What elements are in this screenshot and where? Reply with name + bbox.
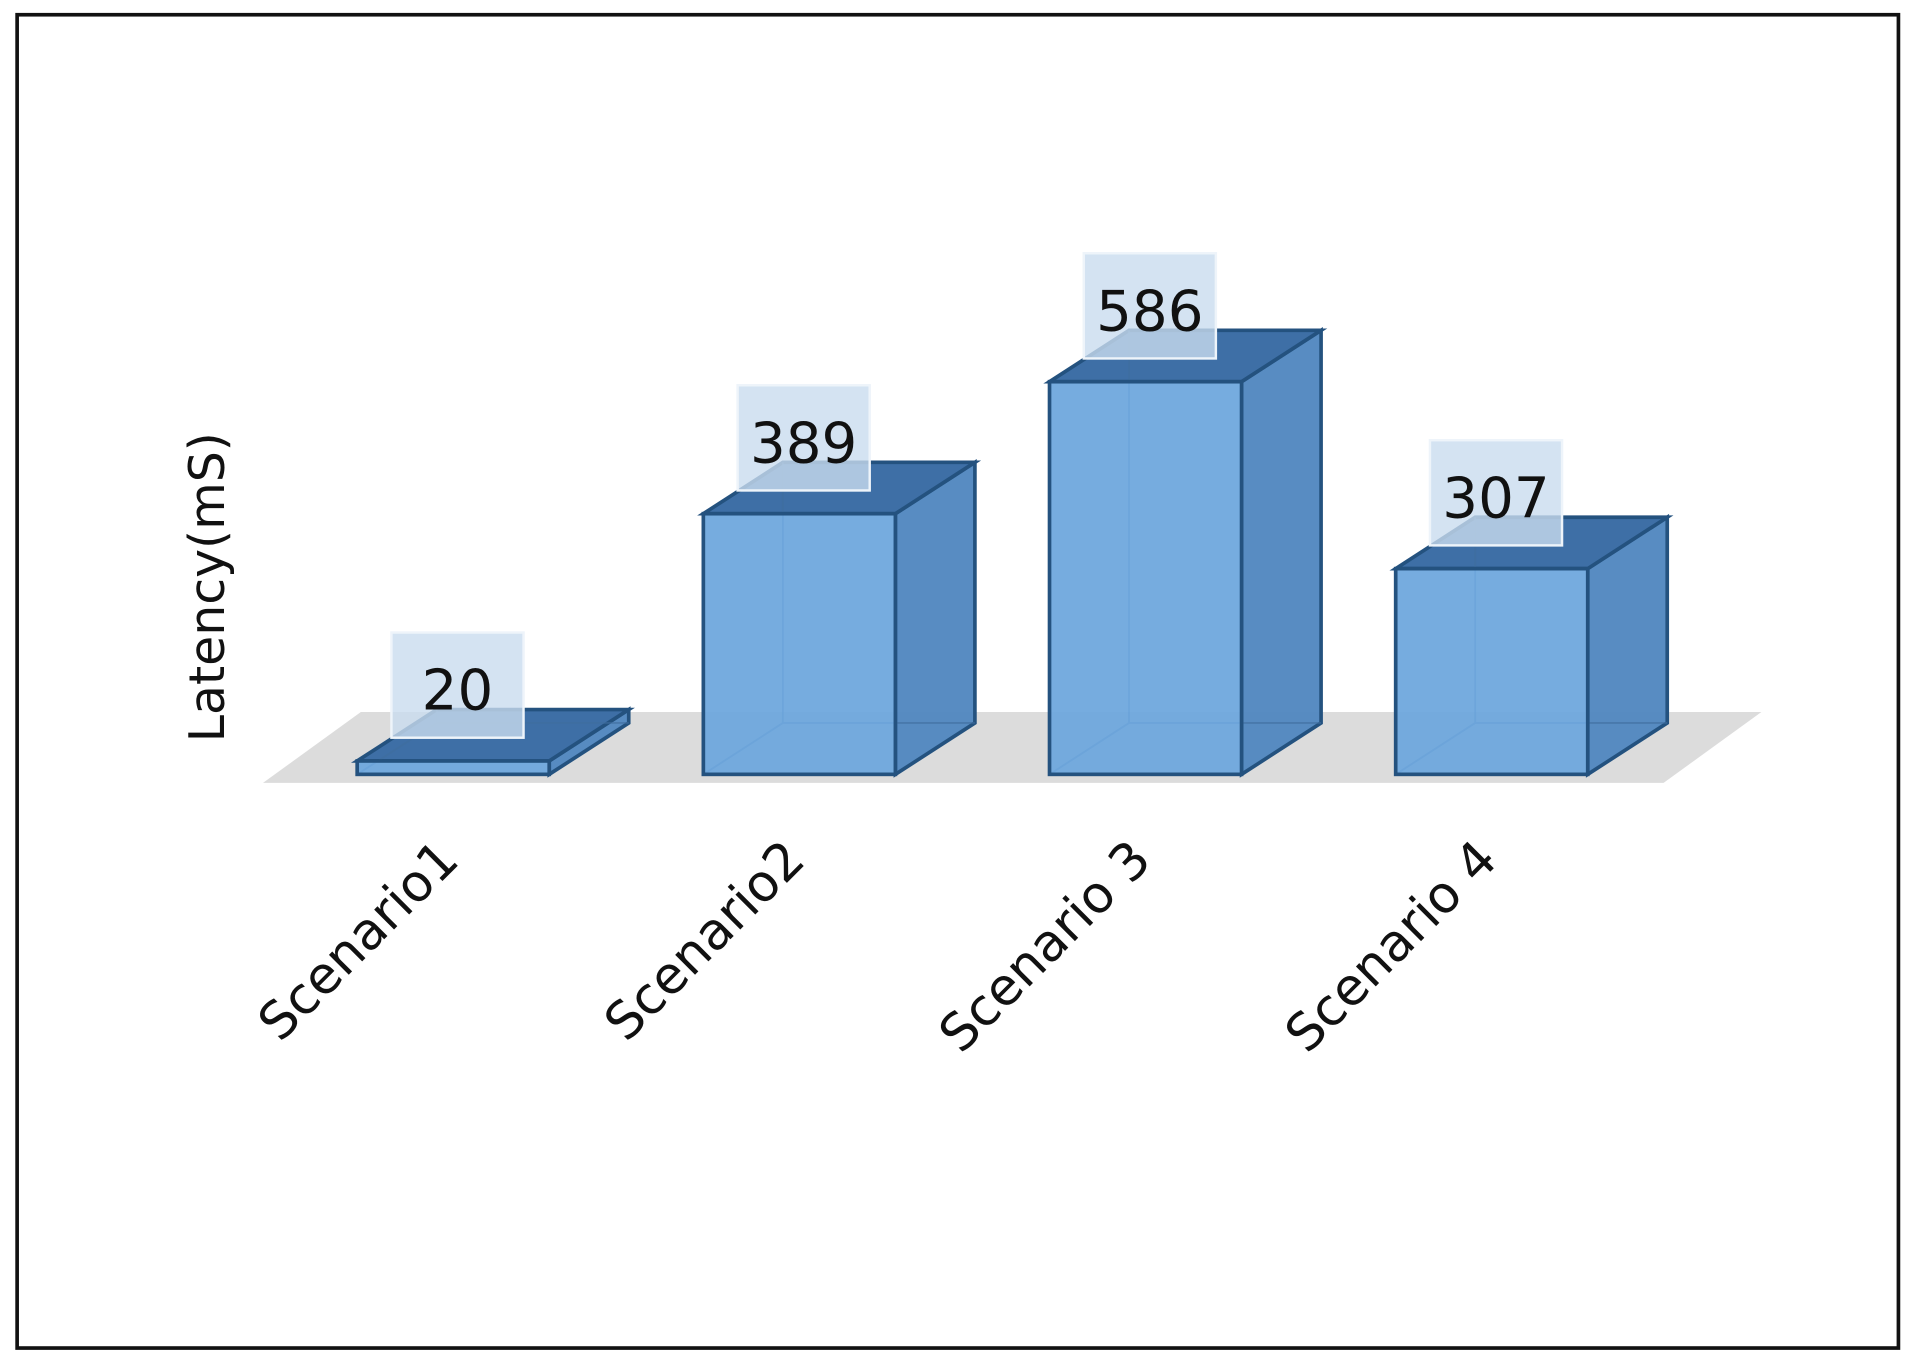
- bar-side: [893, 458, 977, 778]
- floor: [262, 711, 1762, 783]
- value-label: 307: [1442, 466, 1549, 531]
- value-label: 389: [750, 411, 857, 476]
- bar-side: [1239, 326, 1323, 778]
- value-label-box: [1428, 438, 1564, 547]
- value-label: 20: [422, 659, 494, 724]
- bar: [1393, 566, 1590, 777]
- bar: [1047, 379, 1244, 777]
- bar: [701, 511, 898, 777]
- value-label-box: [1082, 252, 1218, 360]
- value-label-box: [736, 384, 871, 492]
- value-label-box: [390, 631, 525, 739]
- y-axis-label: Latency(mS): [179, 432, 236, 742]
- value-label: 586: [1096, 279, 1203, 344]
- bar: [355, 759, 552, 777]
